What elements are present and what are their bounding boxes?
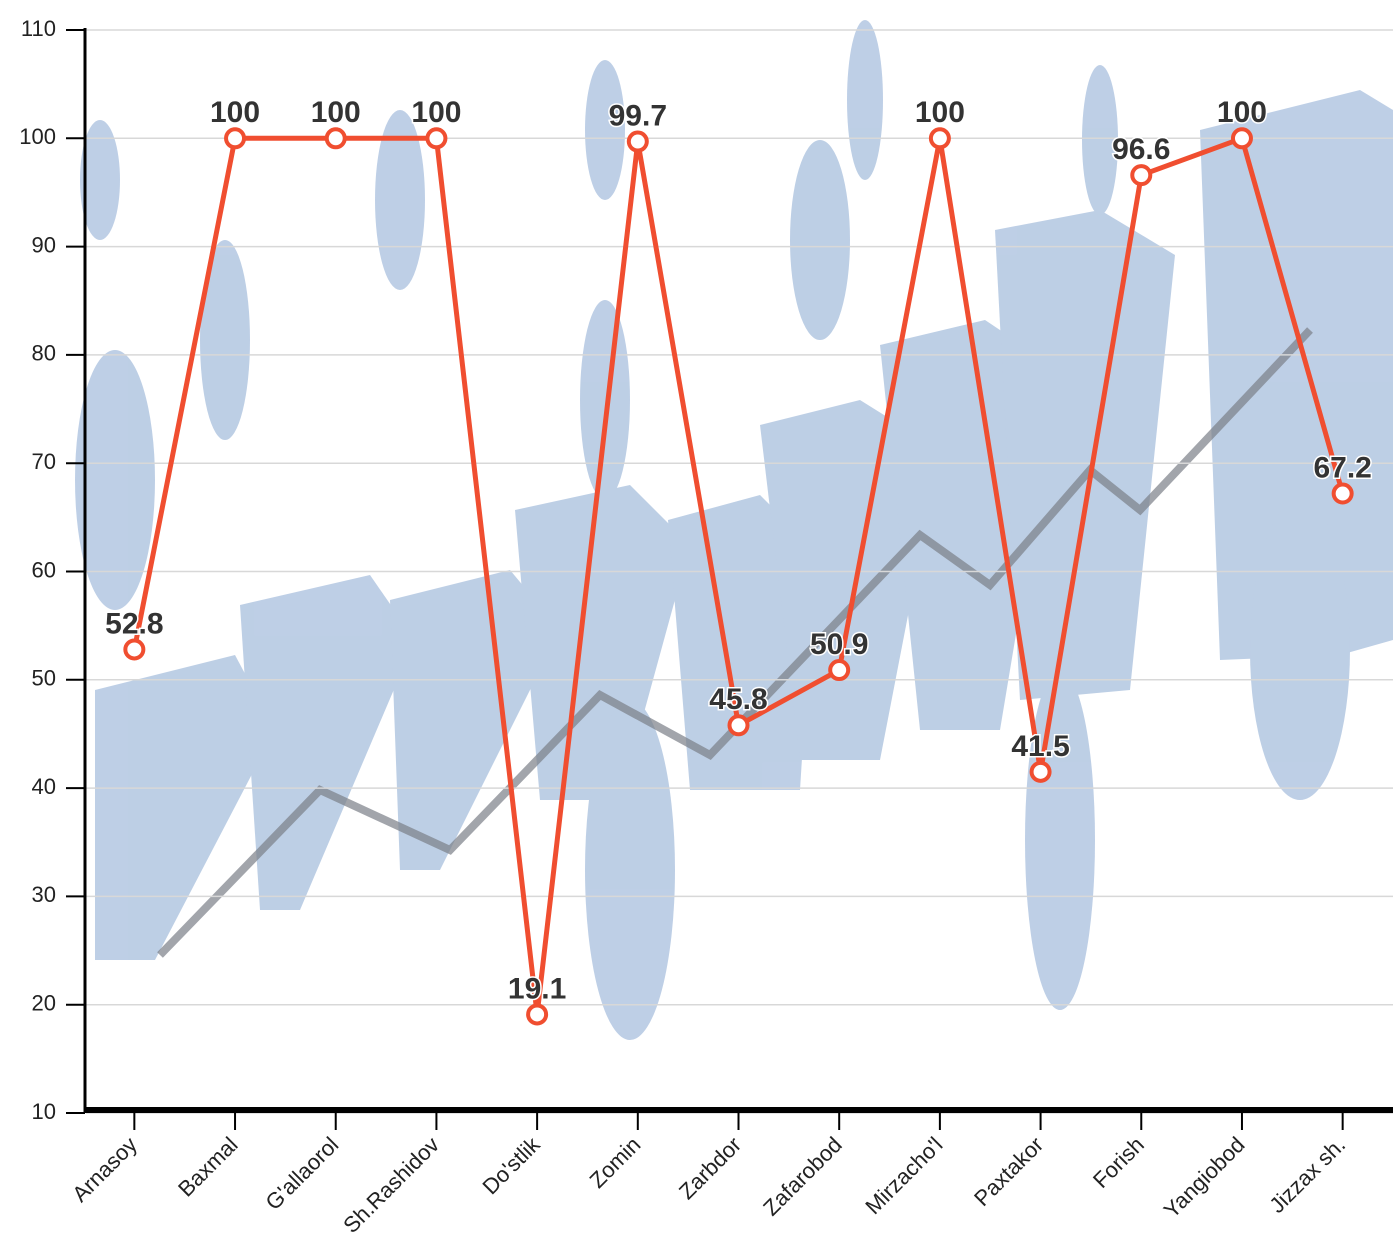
point xyxy=(928,127,951,150)
x-tick-label: Arnasoy xyxy=(67,1132,142,1207)
point xyxy=(727,714,750,737)
data-label: 100 xyxy=(210,96,260,129)
point xyxy=(1230,127,1253,150)
background-illustration xyxy=(75,20,1393,1040)
y-tick-label: 20 xyxy=(32,991,56,1016)
x-tick-label: Zomin xyxy=(585,1132,646,1193)
y-tick-label: 30 xyxy=(32,882,56,907)
point xyxy=(526,1003,549,1026)
y-tick-label: 100 xyxy=(19,124,56,149)
point xyxy=(828,659,851,682)
point xyxy=(1130,164,1153,187)
data-label: 100 xyxy=(411,96,461,129)
data-label: 50.9 xyxy=(810,628,868,661)
point xyxy=(324,127,347,150)
point xyxy=(425,127,448,150)
data-label: 100 xyxy=(311,96,361,129)
x-tick-label: Zafarobod xyxy=(758,1132,847,1221)
y-tick-label: 40 xyxy=(32,774,56,799)
data-label: 100 xyxy=(915,96,965,129)
x-tick-label: Baxmal xyxy=(173,1132,243,1202)
x-tick-label: Yangiobod xyxy=(1159,1132,1250,1223)
data-label: 67.2 xyxy=(1313,451,1371,484)
grid xyxy=(86,29,1393,1114)
background-trend xyxy=(157,327,1313,958)
x-tick-label: Sh.Rashidov xyxy=(338,1132,444,1238)
point xyxy=(626,130,649,153)
x-tick-label: Forish xyxy=(1088,1132,1149,1193)
x-tick-label: Jizzax sh. xyxy=(1264,1132,1350,1218)
point xyxy=(1331,482,1354,505)
y-tick-label: 70 xyxy=(32,449,56,474)
x-tick-label: Do'stlik xyxy=(477,1131,545,1199)
data-label: 45.8 xyxy=(709,683,767,716)
data-label: 52.8 xyxy=(105,607,163,640)
y-tick-label: 110 xyxy=(21,16,56,41)
y-tick-label: 90 xyxy=(32,232,56,257)
x-tick-label: Mirzacho'l xyxy=(860,1132,947,1219)
data-label: 100 xyxy=(1217,96,1267,129)
y-tick-label: 60 xyxy=(32,557,56,582)
x-tick-label: Zarbdor xyxy=(674,1132,746,1204)
y-tick-label: 10 xyxy=(32,1099,56,1124)
data-label: 96.6 xyxy=(1112,133,1170,166)
x-tick-label: Paxtakor xyxy=(969,1132,1048,1211)
point xyxy=(123,638,146,661)
data-label: 19.1 xyxy=(508,972,566,1005)
data-label: 99.7 xyxy=(609,99,667,132)
x-tick-label: G'allaorol xyxy=(260,1132,343,1215)
point xyxy=(1029,760,1052,783)
data-label: 41.5 xyxy=(1011,730,1069,763)
point xyxy=(224,127,247,150)
y-tick-label: 80 xyxy=(32,341,56,366)
y-tick-label: 50 xyxy=(32,666,56,691)
